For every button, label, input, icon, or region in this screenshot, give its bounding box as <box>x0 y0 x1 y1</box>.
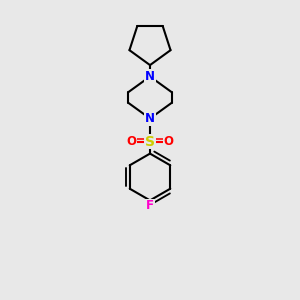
Text: N: N <box>145 112 155 125</box>
Text: O: O <box>164 135 174 148</box>
Text: O: O <box>126 135 136 148</box>
Text: N: N <box>145 70 155 83</box>
Text: F: F <box>146 199 154 212</box>
Text: S: S <box>145 135 155 148</box>
